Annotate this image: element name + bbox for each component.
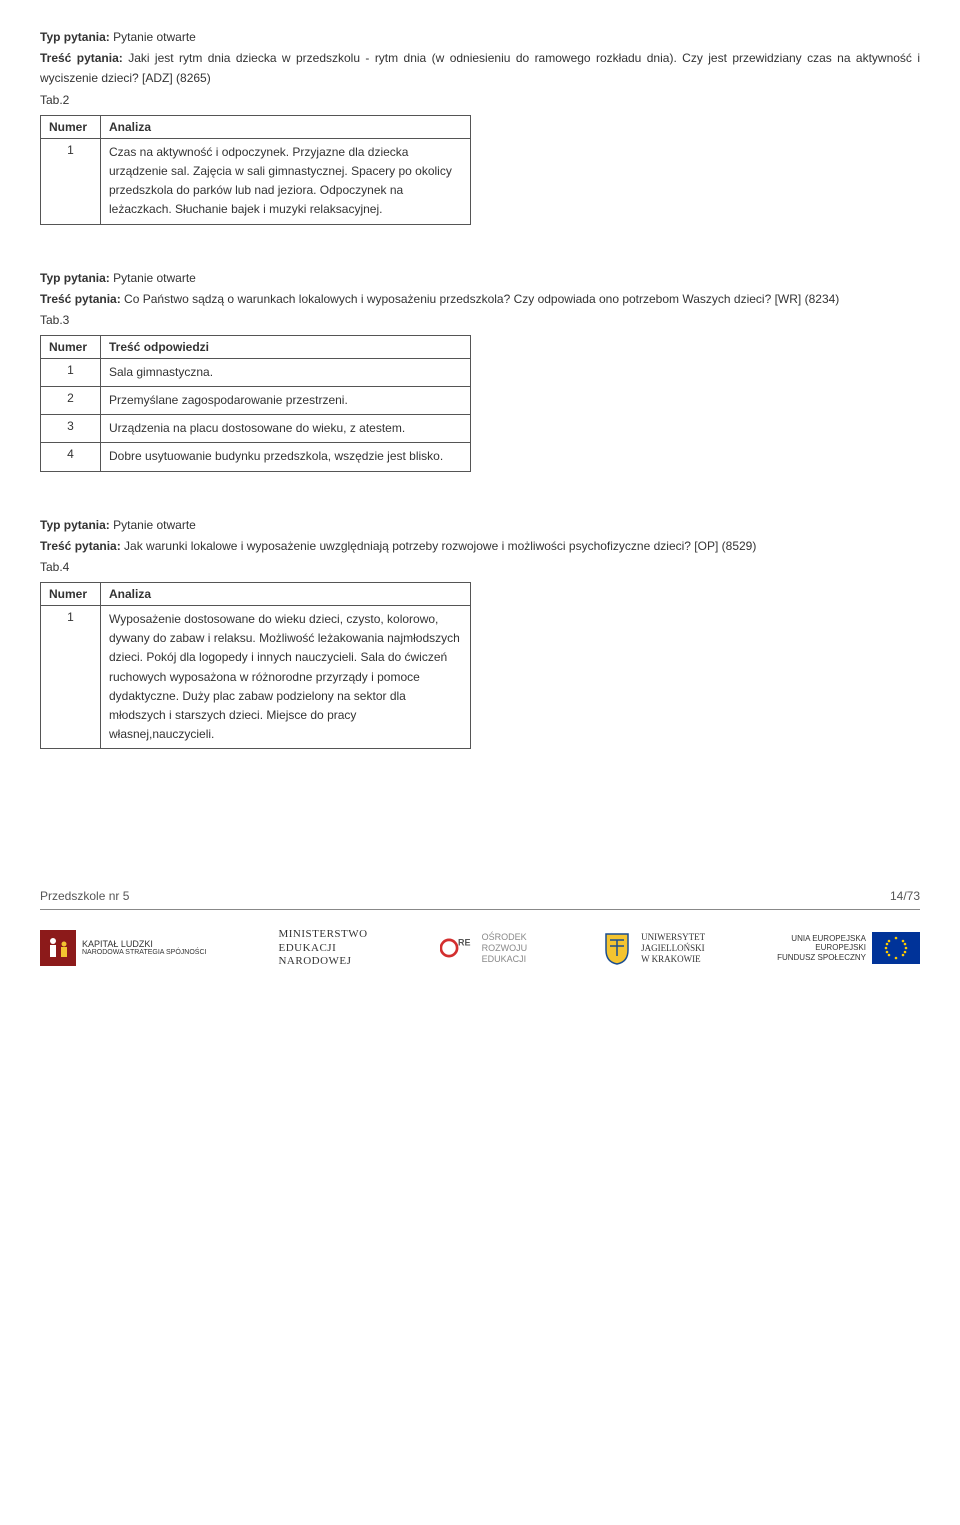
question-block-2: Typ pytania: Pytanie otwarte Treść pytan… (40, 271, 920, 472)
cell-num: 3 (41, 415, 101, 443)
question-body-label: Treść pytania: (40, 539, 121, 553)
ore-icon: RE (440, 930, 476, 966)
cell-text: Wyposażenie dostosowane do wieku dzieci,… (101, 606, 471, 749)
table-row: 4 Dobre usytuowanie budynku przedszkola,… (41, 443, 471, 471)
table-row: 1 Sala gimnastyczna. (41, 358, 471, 386)
question-type-label: Typ pytania: (40, 518, 110, 532)
kapital-ludzki-icon (40, 930, 76, 966)
col-header-analiza: Analiza (101, 583, 471, 606)
question-body-label: Treść pytania: (40, 292, 121, 306)
cell-num: 1 (41, 358, 101, 386)
table-header-row: Numer Analiza (41, 583, 471, 606)
footer-left: Przedszkole nr 5 (40, 889, 129, 903)
question-type-value: Pytanie otwarte (113, 271, 196, 285)
question-body-text: Jak warunki lokalowe i wyposażenie uwzgl… (124, 539, 756, 553)
cell-text: Sala gimnastyczna. (101, 358, 471, 386)
cell-text: Dobre usytuowanie budynku przedszkola, w… (101, 443, 471, 471)
eu-flag-icon (872, 930, 920, 966)
cell-num: 4 (41, 443, 101, 471)
table-ref: Tab.2 (40, 93, 920, 107)
cell-num: 1 (41, 606, 101, 749)
page-footer: Przedszkole nr 5 14/73 (40, 889, 920, 910)
table-row: 1 Wyposażenie dostosowane do wieku dziec… (41, 606, 471, 749)
table-ref: Tab.3 (40, 313, 920, 327)
cell-num: 1 (41, 138, 101, 224)
table-tab2: Numer Analiza 1 Czas na aktywność i odpo… (40, 115, 471, 225)
logo-text: MINISTERSTWO EDUKACJI NARODOWEJ (278, 928, 367, 968)
logo-uj: UNIWERSYTET JAGIELLOŃSKI W KRAKOWIE (599, 930, 705, 966)
cell-num: 2 (41, 387, 101, 415)
question-body-line: Treść pytania: Jaki jest rytm dnia dziec… (40, 48, 920, 89)
col-header-numer: Numer (41, 583, 101, 606)
question-block-1: Typ pytania: Pytanie otwarte Treść pytan… (40, 30, 920, 225)
uj-shield-icon (599, 930, 635, 966)
table-row: 3 Urządzenia na placu dostosowane do wie… (41, 415, 471, 443)
table-tab3: Numer Treść odpowiedzi 1 Sala gimnastycz… (40, 335, 471, 472)
logo-kapital-ludzki: KAPITAŁ LUDZKI NARODOWA STRATEGIA SPÓJNO… (40, 930, 206, 966)
footer-right: 14/73 (890, 889, 920, 903)
question-type-label: Typ pytania: (40, 30, 110, 44)
table-header-row: Numer Treść odpowiedzi (41, 335, 471, 358)
question-body-line: Treść pytania: Co Państwo sądzą o warunk… (40, 289, 920, 309)
question-body-line: Treść pytania: Jak warunki lokalowe i wy… (40, 536, 920, 556)
question-type-line: Typ pytania: Pytanie otwarte (40, 271, 920, 285)
col-header-numer: Numer (41, 115, 101, 138)
table-tab4: Numer Analiza 1 Wyposażenie dostosowane … (40, 582, 471, 749)
logo-eu: UNIA EUROPEJSKA EUROPEJSKI FUNDUSZ SPOŁE… (777, 930, 920, 966)
table-header-row: Numer Analiza (41, 115, 471, 138)
question-body-text: Jaki jest rytm dnia dziecka w przedszkol… (40, 51, 920, 85)
col-header-analiza: Analiza (101, 115, 471, 138)
logo-ore: RE OŚRODEK ROZWOJU EDUKACJI (440, 930, 528, 966)
table-ref: Tab.4 (40, 560, 920, 574)
question-type-value: Pytanie otwarte (113, 518, 196, 532)
question-type-label: Typ pytania: (40, 271, 110, 285)
table-row: 1 Czas na aktywność i odpoczynek. Przyja… (41, 138, 471, 224)
logo-text: UNIWERSYTET JAGIELLOŃSKI W KRAKOWIE (641, 932, 705, 964)
logo-men: MINISTERSTWO EDUKACJI NARODOWEJ (278, 928, 367, 968)
question-body-label: Treść pytania: (40, 51, 123, 65)
logo-text: KAPITAŁ LUDZKI NARODOWA STRATEGIA SPÓJNO… (82, 939, 206, 958)
logo-text: UNIA EUROPEJSKA EUROPEJSKI FUNDUSZ SPOŁE… (777, 934, 866, 963)
logo-strip: KAPITAŁ LUDZKI NARODOWA STRATEGIA SPÓJNO… (40, 910, 920, 968)
col-header-tresc: Treść odpowiedzi (101, 335, 471, 358)
cell-text: Czas na aktywność i odpoczynek. Przyjazn… (101, 138, 471, 224)
cell-text: Przemyślane zagospodarowanie przestrzeni… (101, 387, 471, 415)
question-type-line: Typ pytania: Pytanie otwarte (40, 30, 920, 44)
question-type-value: Pytanie otwarte (113, 30, 196, 44)
col-header-numer: Numer (41, 335, 101, 358)
table-row: 2 Przemyślane zagospodarowanie przestrze… (41, 387, 471, 415)
question-block-3: Typ pytania: Pytanie otwarte Treść pytan… (40, 518, 920, 750)
svg-text:RE: RE (458, 937, 471, 947)
question-body-text: Co Państwo sądzą o warunkach lokalowych … (124, 292, 839, 306)
logo-text: OŚRODEK ROZWOJU EDUKACJI (482, 932, 528, 964)
question-type-line: Typ pytania: Pytanie otwarte (40, 518, 920, 532)
cell-text: Urządzenia na placu dostosowane do wieku… (101, 415, 471, 443)
